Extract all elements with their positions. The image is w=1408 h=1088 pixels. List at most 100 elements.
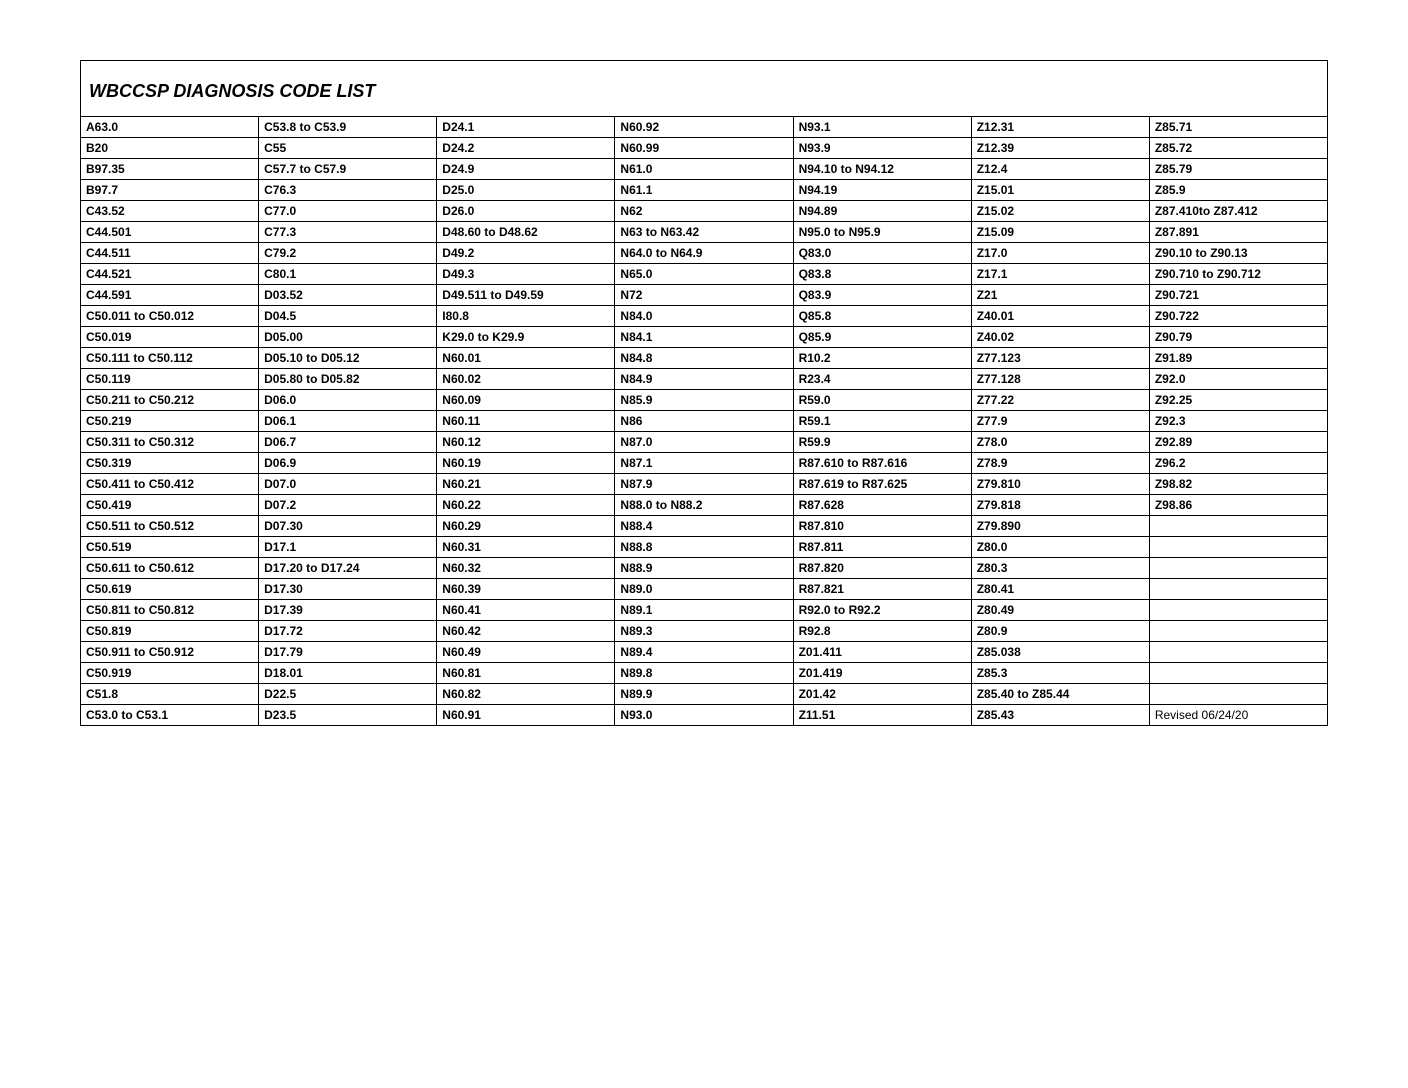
code-cell: N60.11	[437, 411, 615, 432]
code-cell: R92.8	[793, 621, 971, 642]
code-cell: Z15.02	[971, 201, 1149, 222]
code-cell: D23.5	[259, 705, 437, 726]
code-cell: N60.09	[437, 390, 615, 411]
code-cell: A63.0	[81, 117, 259, 138]
code-cell: N65.0	[615, 264, 793, 285]
code-cell: N89.4	[615, 642, 793, 663]
code-cell: D05.10 to D05.12	[259, 348, 437, 369]
code-cell: C50.911 to C50.912	[81, 642, 259, 663]
table-row: C50.019D05.00K29.0 to K29.9N84.1Q85.9Z40…	[81, 327, 1328, 348]
code-cell: N60.49	[437, 642, 615, 663]
code-cell: C44.521	[81, 264, 259, 285]
code-cell: Z87.891	[1149, 222, 1327, 243]
code-cell: Z85.79	[1149, 159, 1327, 180]
code-cell	[1149, 600, 1327, 621]
code-cell: N60.19	[437, 453, 615, 474]
code-cell: Z79.810	[971, 474, 1149, 495]
code-cell: D48.60 to D48.62	[437, 222, 615, 243]
code-cell: D07.2	[259, 495, 437, 516]
table-row: C50.219D06.1N60.11N86R59.1Z77.9Z92.3	[81, 411, 1328, 432]
code-cell: Z40.01	[971, 306, 1149, 327]
code-cell: N60.29	[437, 516, 615, 537]
code-cell	[1149, 537, 1327, 558]
code-cell: N93.9	[793, 138, 971, 159]
table-row: C51.8D22.5N60.82N89.9Z01.42Z85.40 to Z85…	[81, 684, 1328, 705]
code-cell: B97.7	[81, 180, 259, 201]
code-cell: N88.8	[615, 537, 793, 558]
code-cell: Z85.40 to Z85.44	[971, 684, 1149, 705]
code-cell: N60.91	[437, 705, 615, 726]
code-cell: C50.111 to C50.112	[81, 348, 259, 369]
code-cell: N60.92	[615, 117, 793, 138]
code-cell: R87.628	[793, 495, 971, 516]
table-row: C50.319D06.9N60.19N87.1R87.610 to R87.61…	[81, 453, 1328, 474]
code-cell: Q83.9	[793, 285, 971, 306]
table-row: C50.311 to C50.312D06.7N60.12N87.0R59.9Z…	[81, 432, 1328, 453]
code-cell: Z96.2	[1149, 453, 1327, 474]
code-cell: D25.0	[437, 180, 615, 201]
code-cell	[1149, 663, 1327, 684]
code-cell: Z91.89	[1149, 348, 1327, 369]
code-cell: Q83.0	[793, 243, 971, 264]
code-cell: N60.22	[437, 495, 615, 516]
page-title: WBCCSP DIAGNOSIS CODE LIST	[89, 81, 1319, 102]
code-cell: Q83.8	[793, 264, 971, 285]
code-cell: C50.511 to C50.512	[81, 516, 259, 537]
code-cell: Z85.72	[1149, 138, 1327, 159]
code-cell: Z90.722	[1149, 306, 1327, 327]
code-cell: D24.2	[437, 138, 615, 159]
table-row: C44.501C77.3D48.60 to D48.62N63 to N63.4…	[81, 222, 1328, 243]
table-row: C50.411 to C50.412D07.0N60.21N87.9R87.61…	[81, 474, 1328, 495]
code-cell: D06.0	[259, 390, 437, 411]
code-cell: C50.411 to C50.412	[81, 474, 259, 495]
code-cell: N84.8	[615, 348, 793, 369]
code-cell: D17.79	[259, 642, 437, 663]
code-cell: Z15.09	[971, 222, 1149, 243]
code-cell: Z79.890	[971, 516, 1149, 537]
code-cell: Z80.49	[971, 600, 1149, 621]
table-row: C50.619D17.30N60.39N89.0R87.821Z80.41	[81, 579, 1328, 600]
table-row: C50.111 to C50.112D05.10 to D05.12N60.01…	[81, 348, 1328, 369]
code-cell: Z85.71	[1149, 117, 1327, 138]
code-cell: R87.821	[793, 579, 971, 600]
code-cell: Z21	[971, 285, 1149, 306]
code-cell: C50.419	[81, 495, 259, 516]
code-cell: Z77.128	[971, 369, 1149, 390]
code-cell: N88.9	[615, 558, 793, 579]
code-cell: N72	[615, 285, 793, 306]
code-cell: C55	[259, 138, 437, 159]
code-cell: R87.619 to R87.625	[793, 474, 971, 495]
code-cell: D49.511 to D49.59	[437, 285, 615, 306]
code-cell: D49.3	[437, 264, 615, 285]
code-cell: Z80.0	[971, 537, 1149, 558]
code-cell: D26.0	[437, 201, 615, 222]
code-cell: Z79.818	[971, 495, 1149, 516]
code-cell: N87.1	[615, 453, 793, 474]
code-cell: N89.1	[615, 600, 793, 621]
table-row: C53.0 to C53.1D23.5N60.91N93.0Z11.51Z85.…	[81, 705, 1328, 726]
code-cell: Z17.1	[971, 264, 1149, 285]
table-row: C50.211 to C50.212D06.0N60.09N85.9R59.0Z…	[81, 390, 1328, 411]
code-cell: Z40.02	[971, 327, 1149, 348]
table-row: C50.011 to C50.012D04.5I80.8N84.0Q85.8Z4…	[81, 306, 1328, 327]
code-cell	[1149, 579, 1327, 600]
code-cell: N60.42	[437, 621, 615, 642]
code-cell: Z12.31	[971, 117, 1149, 138]
code-cell: N63 to N63.42	[615, 222, 793, 243]
table-row: C50.119D05.80 to D05.82N60.02N84.9R23.4Z…	[81, 369, 1328, 390]
code-cell: D24.9	[437, 159, 615, 180]
table-row: C50.611 to C50.612D17.20 to D17.24N60.32…	[81, 558, 1328, 579]
code-cell: N84.1	[615, 327, 793, 348]
code-cell: D03.52	[259, 285, 437, 306]
code-cell: D24.1	[437, 117, 615, 138]
code-cell: D22.5	[259, 684, 437, 705]
code-cell: N60.82	[437, 684, 615, 705]
code-cell: Z92.3	[1149, 411, 1327, 432]
code-cell: N62	[615, 201, 793, 222]
table-row: C50.511 to C50.512D07.30N60.29N88.4R87.8…	[81, 516, 1328, 537]
code-cell: C50.611 to C50.612	[81, 558, 259, 579]
code-cell: Q85.9	[793, 327, 971, 348]
table-row: C44.511C79.2D49.2N64.0 to N64.9Q83.0Z17.…	[81, 243, 1328, 264]
code-cell: N84.0	[615, 306, 793, 327]
code-cell: D49.2	[437, 243, 615, 264]
